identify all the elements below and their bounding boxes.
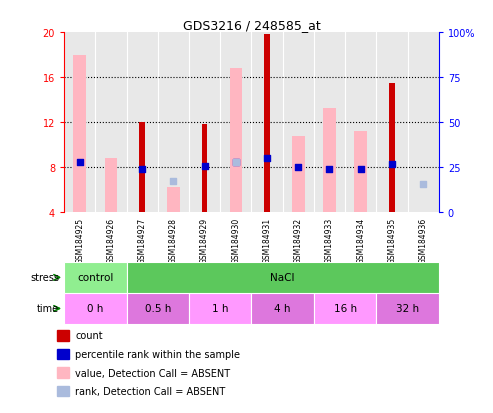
Bar <box>202 125 208 213</box>
Bar <box>127 262 439 293</box>
Bar <box>251 293 314 324</box>
Point <box>232 159 240 166</box>
Text: 1 h: 1 h <box>212 304 228 314</box>
Point <box>76 159 84 166</box>
Bar <box>105 159 117 213</box>
Text: percentile rank within the sample: percentile rank within the sample <box>75 349 240 359</box>
Bar <box>57 386 69 396</box>
Bar <box>167 188 179 213</box>
Text: 16 h: 16 h <box>334 304 356 314</box>
Text: value, Detection Call = ABSENT: value, Detection Call = ABSENT <box>75 368 230 378</box>
Point <box>263 155 271 162</box>
Point <box>419 181 427 188</box>
Bar <box>73 55 86 213</box>
Bar <box>292 136 305 213</box>
Bar <box>140 123 145 213</box>
Point <box>170 178 177 185</box>
Bar <box>64 293 127 324</box>
Bar <box>57 368 69 378</box>
Text: stress: stress <box>30 273 59 283</box>
Bar <box>189 293 251 324</box>
Point <box>232 159 240 166</box>
Text: 0.5 h: 0.5 h <box>144 304 171 314</box>
Bar <box>57 349 69 359</box>
Text: time: time <box>37 304 59 314</box>
Point <box>357 167 365 173</box>
Text: 0 h: 0 h <box>87 304 104 314</box>
Bar <box>264 35 270 213</box>
Bar <box>323 108 336 213</box>
Point <box>138 167 146 173</box>
Text: control: control <box>77 273 113 283</box>
Text: rank, Detection Call = ABSENT: rank, Detection Call = ABSENT <box>75 386 225 396</box>
Bar <box>376 293 439 324</box>
Text: 32 h: 32 h <box>396 304 419 314</box>
Bar <box>389 83 395 213</box>
Bar <box>127 293 189 324</box>
Text: NaCl: NaCl <box>270 273 295 283</box>
Title: GDS3216 / 248585_at: GDS3216 / 248585_at <box>182 19 320 32</box>
Point <box>325 167 333 173</box>
Point <box>294 164 302 171</box>
Text: count: count <box>75 330 103 341</box>
Text: 4 h: 4 h <box>275 304 291 314</box>
Bar <box>57 330 69 341</box>
Bar <box>314 293 376 324</box>
Point <box>201 164 209 170</box>
Bar <box>64 262 127 293</box>
Bar <box>354 132 367 213</box>
Point <box>388 161 396 168</box>
Bar <box>230 69 242 213</box>
